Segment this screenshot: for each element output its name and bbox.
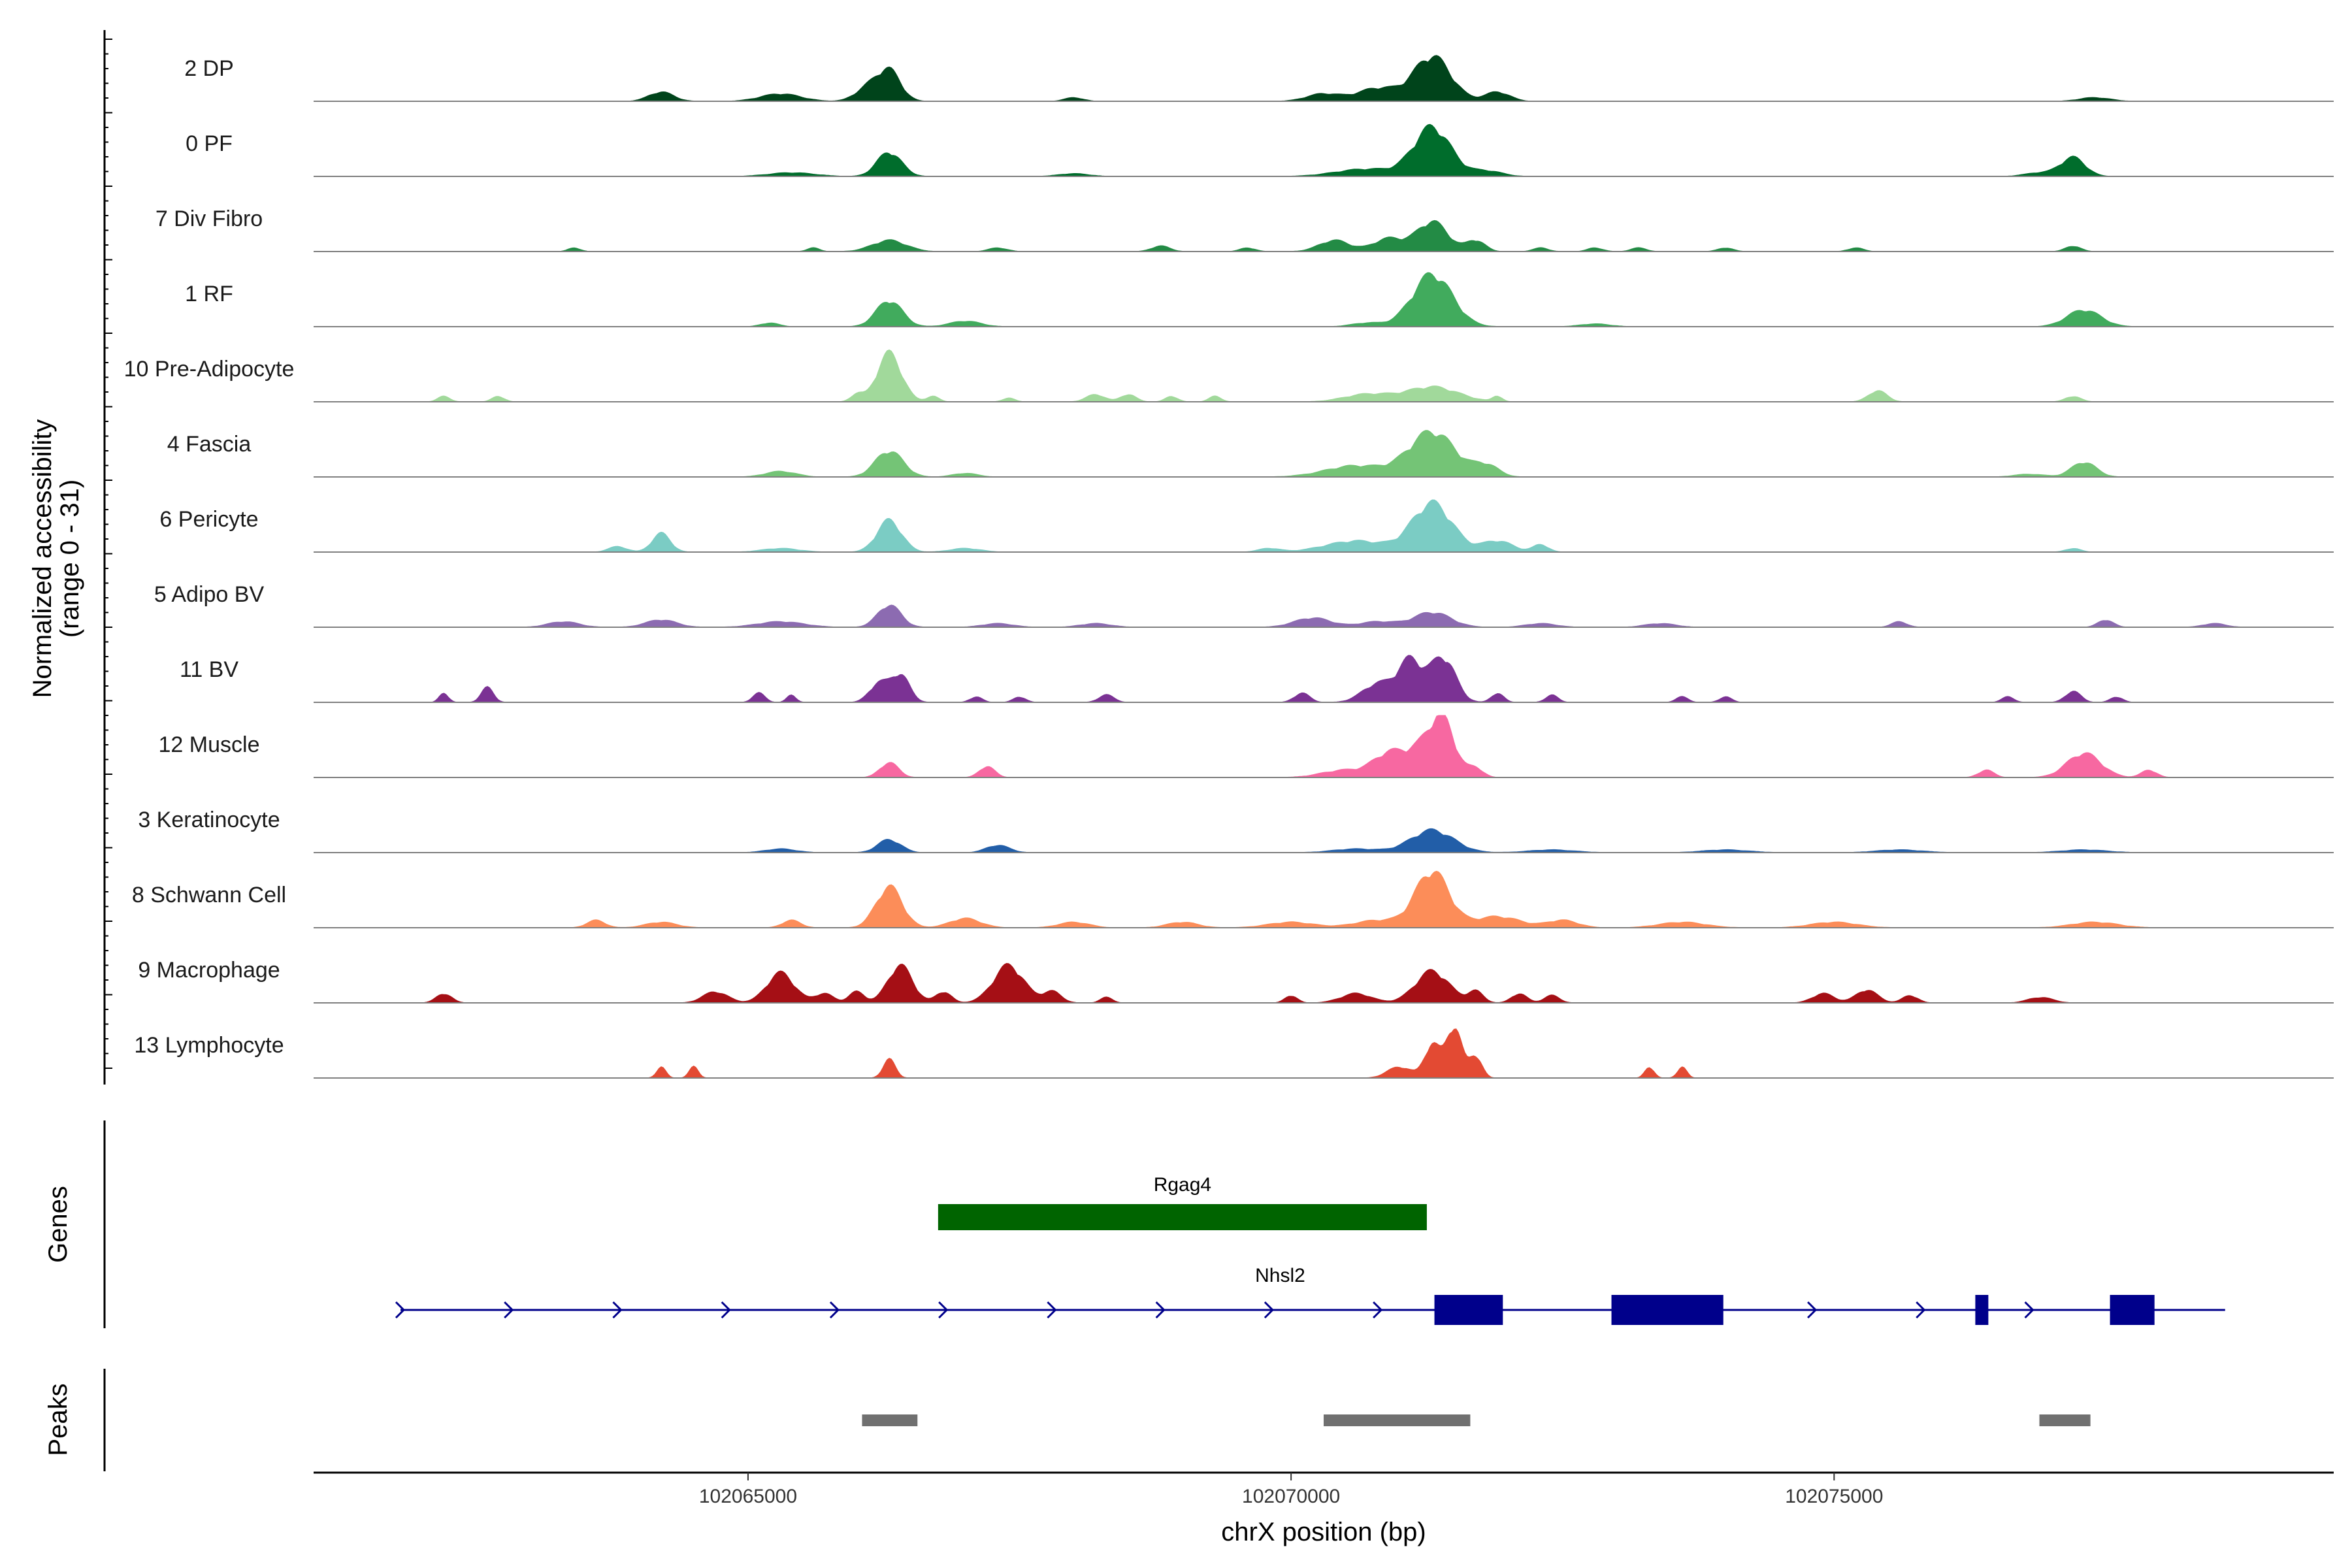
coverage-area-10-pre-adipocyte [314, 349, 2334, 402]
gene-nhsl2-exon-4 [2110, 1295, 2155, 1325]
strand-arrow-icon [612, 1301, 623, 1319]
coverage-area-1-rf [314, 272, 2334, 327]
coverage-area-6-pericyte [314, 499, 2334, 553]
track-label-0-pf: 0 PF [186, 131, 233, 156]
track-label-8-schwann-cell: 8 Schwann Cell [132, 883, 286, 907]
peak-region-3 [2039, 1414, 2091, 1426]
track-label-2-dp: 2 DP [184, 56, 234, 81]
x-tick-label: 102070000 [1242, 1486, 1340, 1507]
track-label-11-bv: 11 BV [180, 657, 238, 682]
strand-arrow-icon [1806, 1301, 1818, 1319]
track-label-13-lymphocyte: 13 Lymphocyte [134, 1033, 284, 1058]
x-tick-label: 102075000 [1785, 1486, 1883, 1507]
coverage-area-3-keratinocyte [314, 828, 2334, 853]
track-label-12-muscle: 12 Muscle [159, 732, 260, 757]
coverage-area-4-fascia [314, 430, 2334, 478]
peaks-title: Peaks [44, 1383, 73, 1456]
gene-nhsl2-exon-2 [1611, 1295, 1723, 1325]
track-label-1-rf: 1 RF [185, 282, 233, 306]
coverage-y-ticks [105, 39, 112, 1069]
genes-layer: Rgag4 Nhsl2 [395, 1174, 2225, 1325]
coverage-area-13-lymphocyte [314, 1028, 2334, 1079]
strand-arrow-icon [504, 1301, 514, 1319]
x-ticks: 102065000 102070000 102075000 [699, 1473, 1883, 1507]
strand-arrow-icon [721, 1301, 731, 1319]
coverage-area-8-schwann-cell [314, 870, 2334, 928]
x-axis-title: chrX position (bp) [1221, 1518, 1426, 1546]
strand-arrow-icon [938, 1301, 949, 1319]
coverage-area-9-macrophage [314, 962, 2334, 1004]
peaks-layer [862, 1414, 2091, 1426]
coverage-area-7-div-fibro [314, 220, 2334, 252]
coverage-area-11-bv [314, 655, 2334, 703]
coverage-area-2-dp [314, 55, 2334, 102]
coverage-area-12-muscle [314, 715, 2334, 778]
peak-region-1 [862, 1414, 918, 1426]
strand-arrow-icon [2024, 1301, 2034, 1319]
track-label-7-div-fibro: 7 Div Fibro [155, 206, 263, 231]
track-labels: 2 DP 0 PF 7 Div Fibro 1 RF 10 Pre-Adipocyte 4… [124, 56, 295, 1058]
strand-arrow-icon [1264, 1301, 1275, 1319]
strand-arrow-icon [1916, 1301, 1926, 1319]
x-tick-label: 102065000 [699, 1486, 797, 1507]
y-axis-range: (range 0 - 31) [56, 480, 84, 638]
track-label-9-macrophage: 9 Macrophage [138, 958, 280, 983]
strand-arrow-icon [395, 1301, 406, 1319]
strand-arrow-icon [1155, 1301, 1166, 1319]
track-areas [314, 55, 2334, 1079]
track-label-4-fascia: 4 Fascia [167, 432, 252, 457]
strand-arrow-icon [829, 1301, 840, 1319]
gene-rgag4-label: Rgag4 [1154, 1174, 1211, 1196]
y-axis-title: Normalized accessibility [28, 419, 57, 698]
peak-region-2 [1324, 1414, 1471, 1426]
track-label-3-keratinocyte: 3 Keratinocyte [138, 808, 280, 832]
genes-title: Genes [44, 1186, 73, 1263]
track-baselines [314, 101, 2334, 1079]
track-label-5-adipo-bv: 5 Adipo BV [154, 582, 265, 607]
strand-arrow-icon [1373, 1301, 1383, 1319]
gene-nhsl2-label: Nhsl2 [1255, 1265, 1305, 1286]
strand-arrow-icon [1047, 1301, 1057, 1319]
coverage-area-0-pf [314, 123, 2334, 177]
gene-nhsl2-exon-3 [1975, 1295, 1989, 1325]
gene-nhsl2-exon-1 [1434, 1295, 1503, 1325]
coverage-area-5-adipo-bv [314, 604, 2334, 628]
gene-rgag4-bar [938, 1204, 1427, 1230]
track-label-10-pre-adipocyte: 10 Pre-Adipocyte [124, 357, 295, 382]
track-label-6-pericyte: 6 Pericyte [159, 507, 258, 532]
